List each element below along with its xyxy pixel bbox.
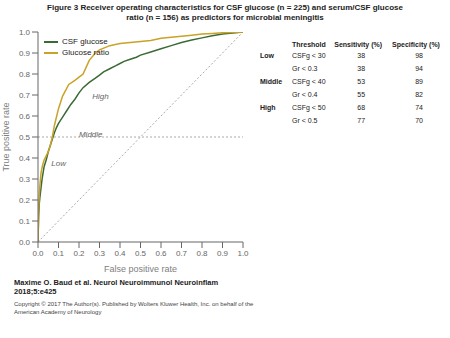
html-text:High: High: [260, 104, 276, 111]
svg-text:0.7: 0.7: [176, 249, 188, 258]
svg-text:1.0: 1.0: [19, 28, 31, 37]
svg-text:0.6: 0.6: [19, 112, 31, 121]
html-text:82: 82: [415, 91, 423, 98]
html-text:Low: Low: [260, 52, 274, 59]
svg-text:0.9: 0.9: [217, 249, 229, 258]
svg-text:0.0: 0.0: [32, 249, 44, 258]
svg-text:0.8: 0.8: [196, 249, 208, 258]
html-text:Sensitivity (%): Sensitivity (%): [334, 41, 383, 48]
html-text:98: 98: [415, 52, 423, 59]
svg-text:High: High: [92, 92, 109, 101]
html-text:74: 74: [415, 104, 423, 111]
html-text:Gr < 0.4: Gr < 0.4: [292, 91, 318, 98]
html-text:CSFg < 50: CSFg < 50: [292, 104, 326, 111]
svg-text:0.5: 0.5: [19, 133, 31, 142]
svg-text:0.9: 0.9: [19, 49, 31, 58]
html-text:Specificity (%): Specificity (%): [392, 41, 440, 48]
html-text:77: 77: [357, 117, 366, 124]
svg-text:0.0: 0.0: [19, 238, 31, 247]
svg-text:0.3: 0.3: [94, 249, 106, 258]
html-text:Copyright © 2017 The Author(s): Copyright © 2017 The Author(s). Publishe…: [14, 301, 254, 315]
svg-text:0.1: 0.1: [53, 249, 65, 258]
html-text:CSFg < 30: CSFg < 30: [292, 52, 326, 59]
html-text:53: 53: [357, 78, 366, 85]
svg-text:0.2: 0.2: [19, 196, 31, 205]
html-text:55: 55: [357, 91, 366, 98]
html-text:Figure 3 Receiver operating ch: Figure 3 Receiver operating characterist…: [47, 3, 403, 12]
html-text:CSF glucose: CSF glucose: [62, 37, 108, 46]
svg-text:Low: Low: [51, 159, 67, 168]
html-text:Maxime O. Baud et al. Neurol N: Maxime O. Baud et al. Neurol Neuroimmuno…: [14, 278, 219, 296]
svg-text:False positive rate: False positive rate: [104, 264, 177, 274]
svg-text:0.6: 0.6: [155, 249, 167, 258]
svg-text:0.2: 0.2: [73, 249, 85, 258]
svg-text:0.3: 0.3: [19, 175, 31, 184]
svg-text:0.4: 0.4: [19, 154, 31, 163]
html-text:70: 70: [415, 117, 423, 124]
svg-text:0.1: 0.1: [19, 217, 31, 226]
html-text:Threshold: Threshold: [292, 41, 326, 48]
html-text:38: 38: [357, 65, 366, 72]
html-text:Gr < 0.5: Gr < 0.5: [292, 117, 318, 124]
html-text:CSFg < 40: CSFg < 40: [292, 78, 326, 85]
html-text:38: 38: [357, 52, 366, 59]
svg-text:0.4: 0.4: [114, 249, 126, 258]
html-text:ratio (n = 156) as predictors: ratio (n = 156) as predictors for microb…: [126, 13, 324, 22]
svg-text:0.5: 0.5: [135, 249, 147, 258]
svg-text:1.0: 1.0: [237, 249, 249, 258]
html-text:94: 94: [415, 65, 423, 72]
html-text:89: 89: [415, 78, 423, 85]
html-text:Gr < 0.3: Gr < 0.3: [292, 65, 318, 72]
svg-text:0.8: 0.8: [19, 70, 31, 79]
svg-text:Middle: Middle: [79, 130, 103, 139]
svg-text:0.7: 0.7: [19, 91, 31, 100]
html-text:Middle: Middle: [260, 78, 283, 85]
html-text:Glucose ratio: Glucose ratio: [62, 48, 110, 57]
svg-text:True positive rate: True positive rate: [8, 102, 11, 171]
html-text:68: 68: [357, 104, 366, 111]
